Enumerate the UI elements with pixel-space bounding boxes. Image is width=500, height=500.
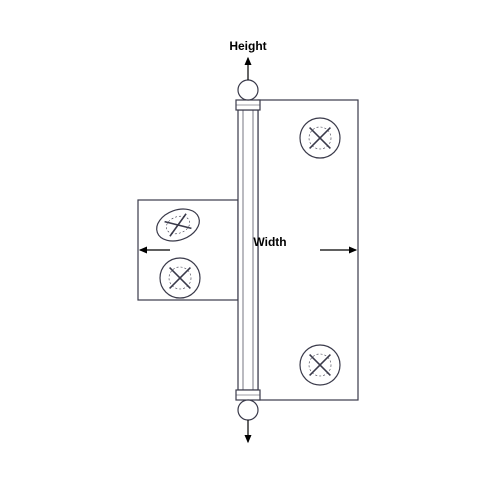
- hinge-diagram: Height Width: [0, 0, 500, 500]
- width-label: Width: [253, 235, 286, 249]
- hinge-barrel: [236, 80, 260, 420]
- height-label: Height: [229, 39, 266, 53]
